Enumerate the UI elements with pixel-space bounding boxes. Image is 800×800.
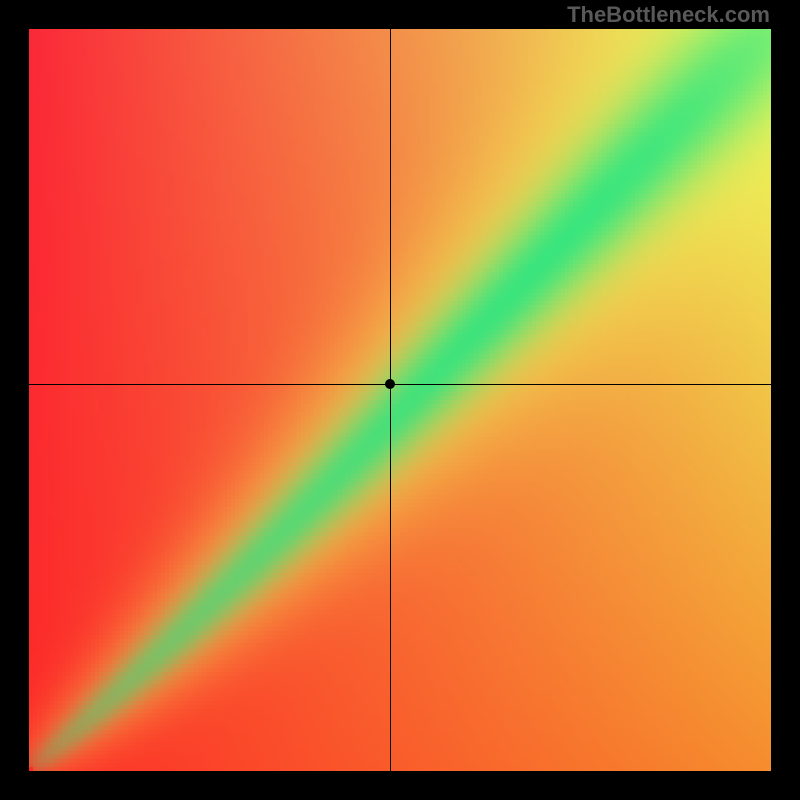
heatmap-plot [29,29,771,771]
chart-frame: TheBottleneck.com [0,0,800,800]
crosshair-vertical [390,29,391,771]
heatmap-canvas [29,29,771,771]
crosshair-horizontal [29,384,771,385]
watermark-text: TheBottleneck.com [567,2,770,28]
crosshair-point [385,379,395,389]
